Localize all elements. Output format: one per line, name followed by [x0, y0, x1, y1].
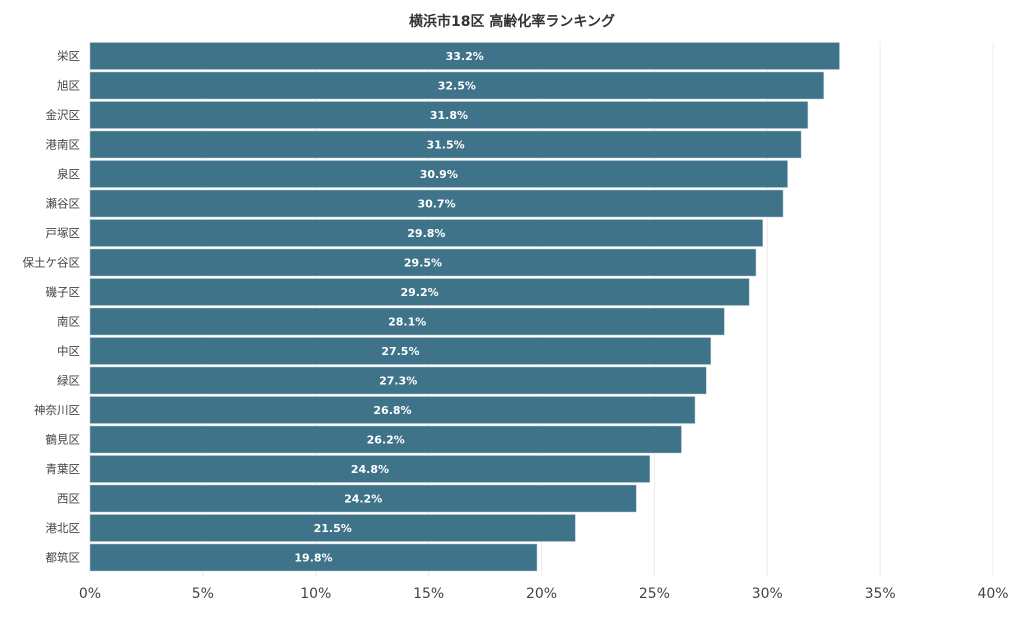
data-label: 19.8%	[294, 551, 332, 564]
data-label: 24.2%	[344, 492, 382, 505]
bar	[89, 307, 725, 336]
x-tick-label: 10%	[300, 586, 331, 602]
category-label: 西区	[57, 491, 80, 505]
x-tick-label: 30%	[752, 586, 783, 602]
x-axis: 0% 5% 10% 15% 20% 25% 30% 35% 40%	[79, 586, 1009, 602]
category-label: 南区	[57, 314, 80, 328]
x-tick-label: 15%	[413, 586, 444, 602]
bars: 栄区 33.2% 旭区 32.5% 金沢区 31.8% 港南区 31.5% 泉区 30.9% 瀬谷区…	[23, 42, 840, 572]
category-label: 港北区	[46, 521, 81, 535]
category-label: 泉区	[57, 167, 80, 181]
bar	[89, 219, 763, 247]
bar	[89, 278, 750, 306]
bar	[89, 484, 637, 513]
category-label: 鶴見区	[46, 432, 81, 446]
bar	[89, 160, 788, 188]
bar	[89, 543, 538, 572]
category-label: 戸塚区	[46, 226, 81, 240]
data-label: 21.5%	[314, 522, 352, 535]
category-label: 栄区	[57, 49, 80, 63]
x-tick-label: 5%	[192, 586, 214, 602]
data-label: 27.3%	[379, 374, 417, 387]
data-label: 33.2%	[446, 50, 484, 63]
category-label: 中区	[57, 344, 80, 358]
data-label: 31.5%	[426, 138, 464, 151]
x-tick-label: 20%	[526, 586, 557, 602]
category-label: 保土ケ谷区	[23, 255, 81, 269]
bar	[89, 425, 682, 454]
data-label: 24.8%	[351, 463, 389, 476]
category-label: 神奈川区	[34, 403, 80, 417]
data-label: 27.5%	[381, 345, 419, 358]
category-label: 磯子区	[46, 285, 81, 299]
category-label: 緑区	[57, 373, 80, 387]
x-tick-label: 0%	[79, 586, 101, 602]
category-label: 都筑区	[46, 550, 81, 564]
data-label: 29.2%	[401, 286, 439, 299]
bar	[89, 130, 802, 159]
data-label: 30.7%	[417, 197, 455, 210]
bar	[89, 514, 576, 542]
x-tick-label: 40%	[977, 586, 1008, 602]
x-tick-label: 35%	[865, 586, 896, 602]
bar	[89, 337, 712, 365]
category-label: 青葉区	[46, 462, 81, 476]
bar	[89, 366, 707, 395]
data-label: 26.8%	[373, 404, 411, 417]
category-label: 金沢区	[46, 108, 81, 122]
data-label: 29.8%	[407, 227, 445, 240]
bar	[89, 101, 809, 129]
data-label: 31.8%	[430, 109, 468, 122]
data-label: 29.5%	[404, 256, 442, 269]
bar	[89, 71, 824, 100]
data-label: 26.2%	[367, 433, 405, 446]
category-label: 港南区	[46, 137, 81, 151]
chart-title: 横浜市18区 高齢化率ランキング	[409, 13, 615, 30]
x-tick-label: 25%	[639, 586, 670, 602]
data-label: 28.1%	[388, 315, 426, 328]
category-label: 旭区	[57, 78, 80, 92]
data-label: 30.9%	[420, 168, 458, 181]
bar	[89, 455, 651, 483]
bar	[89, 248, 757, 277]
bar	[89, 189, 784, 218]
data-label: 32.5%	[438, 79, 476, 92]
bar	[89, 396, 696, 424]
bar	[89, 42, 840, 70]
category-label: 瀬谷区	[46, 196, 81, 210]
